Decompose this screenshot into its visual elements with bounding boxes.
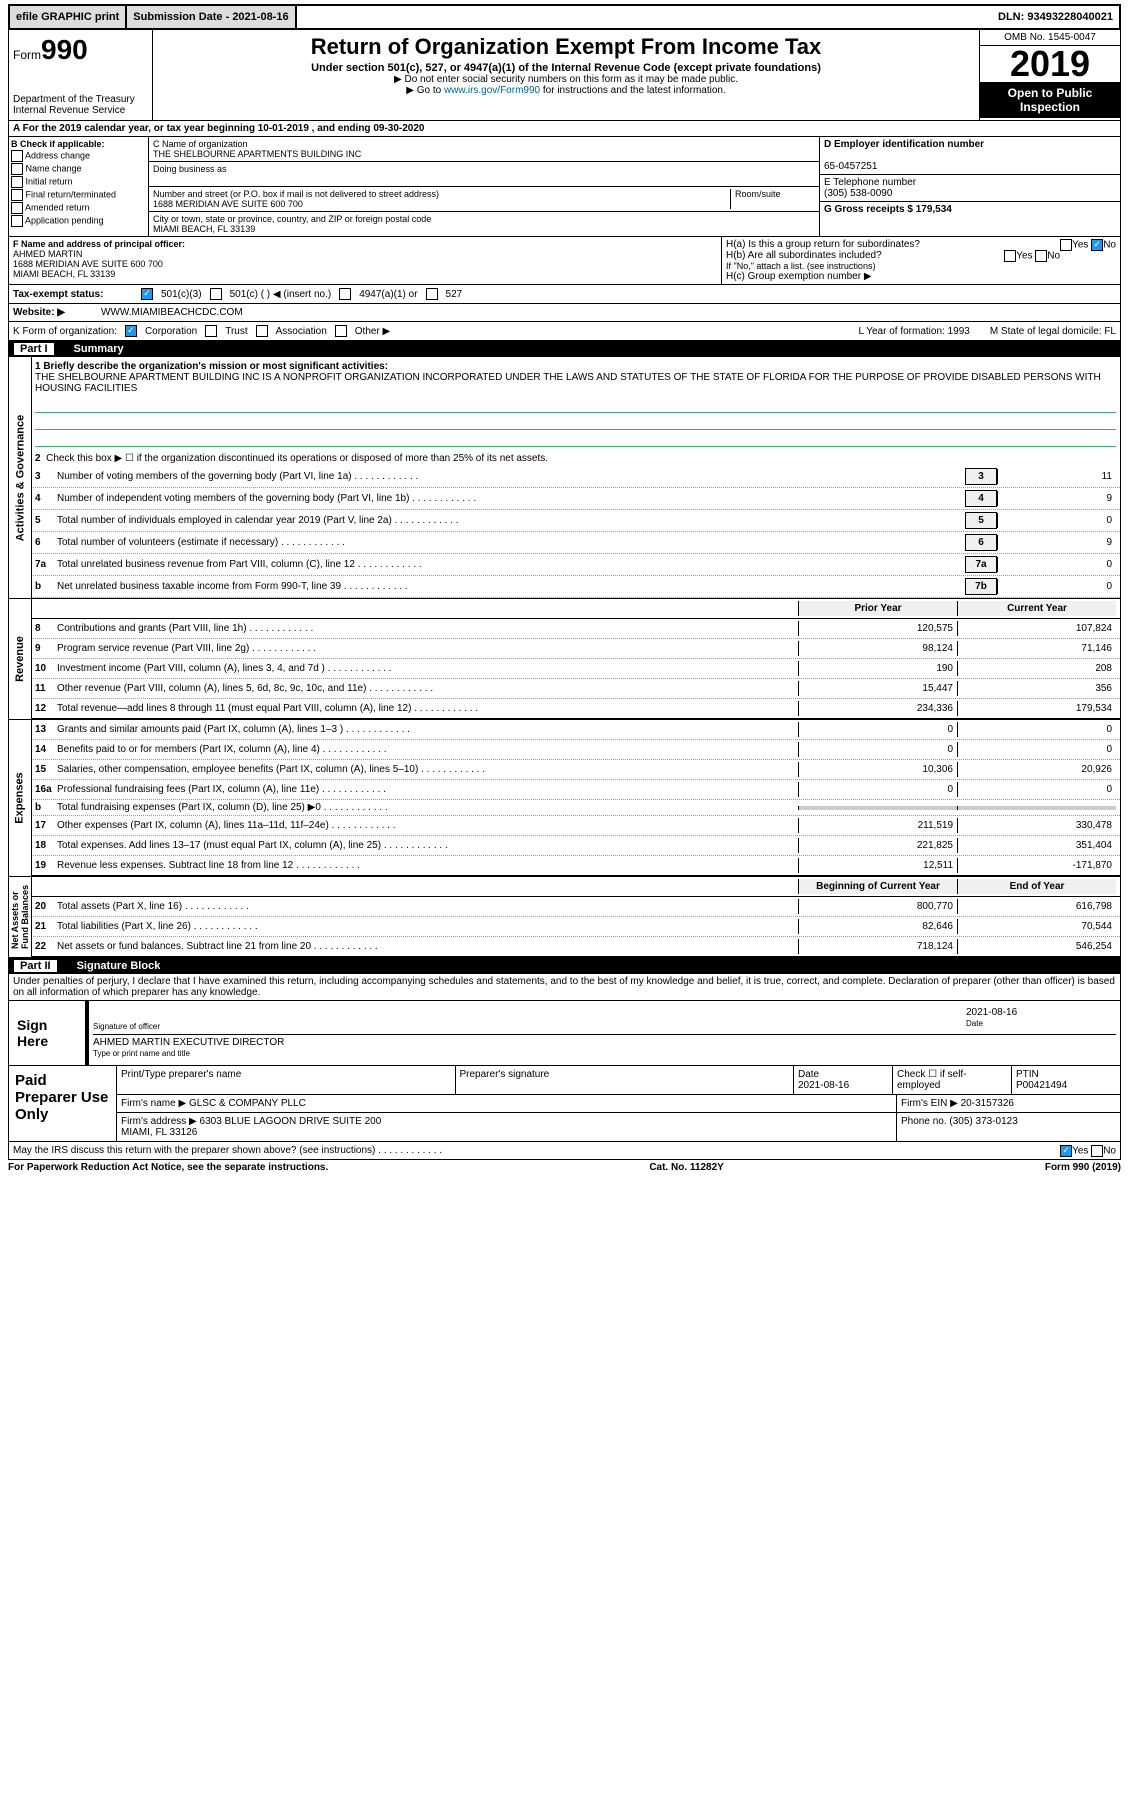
q2-text: Check this box ▶ ☐ if the organization d… [46, 453, 548, 464]
beg-year-header: Beginning of Current Year [798, 879, 957, 894]
part-i-header: Part ISummary [8, 341, 1121, 357]
chk-discuss-yes[interactable]: ✓ [1060, 1145, 1072, 1157]
form-title: Return of Organization Exempt From Incom… [161, 34, 971, 60]
sign-here-label: Sign Here [9, 1001, 85, 1065]
chk-501c3[interactable]: ✓ [141, 288, 153, 300]
chk-other[interactable] [335, 325, 347, 337]
tax-year: 2019 [980, 46, 1120, 82]
phone-value: (305) 538-0090 [824, 188, 892, 199]
prep-sig-header: Preparer's signature [456, 1066, 795, 1094]
submission-date-button[interactable]: Submission Date - 2021-08-16 [127, 6, 296, 28]
prior-year-header: Prior Year [798, 601, 957, 616]
vlabel-net-assets: Net Assets orFund Balances [10, 885, 30, 949]
net-assets-section: Net Assets orFund Balances Beginning of … [8, 877, 1121, 958]
chk-name-change[interactable]: Name change [11, 163, 146, 175]
row-j-website: Website: ▶WWW.MIAMIBEACHCDC.COM [8, 304, 1121, 322]
part-ii-header: Part IISignature Block [8, 958, 1121, 974]
org-name-label: C Name of organization [153, 139, 248, 149]
firm-name-value: GLSC & COMPANY PLLC [189, 1098, 306, 1109]
firm-phone-value: (305) 373-0123 [949, 1116, 1017, 1127]
state-domicile: M State of legal domicile: FL [990, 326, 1116, 337]
vlabel-activities: Activities & Governance [14, 414, 26, 541]
open-public-badge: Open to Public Inspection [980, 82, 1120, 118]
addr-value: 1688 MERIDIAN AVE SUITE 600 700 [153, 199, 303, 209]
officer-addr: 1688 MERIDIAN AVE SUITE 600 700 MIAMI BE… [13, 259, 163, 279]
chk-trust[interactable] [205, 325, 217, 337]
officer-name: AHMED MARTIN [13, 249, 82, 259]
form-number: Form990 [13, 34, 148, 66]
current-year-header: Current Year [957, 601, 1116, 616]
chk-discuss-no[interactable] [1091, 1145, 1103, 1157]
row-i-tax-status: Tax-exempt status: ✓501(c)(3) 501(c) ( )… [8, 285, 1121, 304]
paid-preparer-label: Paid Preparer Use Only [9, 1066, 117, 1141]
form-subtitle: Under section 501(c), 527, or 4947(a)(1)… [161, 62, 971, 74]
h-a: H(a) Is this a group return for subordin… [726, 239, 1116, 250]
efile-print-button[interactable]: efile GRAPHIC print [10, 6, 127, 28]
row-a-period: A For the 2019 calendar year, or tax yea… [8, 121, 1121, 137]
chk-corporation[interactable]: ✓ [125, 325, 137, 337]
city-label: City or town, state or province, country… [153, 214, 431, 224]
chk-association[interactable] [256, 325, 268, 337]
ein-label: D Employer identification number [824, 139, 984, 150]
ein-value: 65-0457251 [824, 161, 877, 172]
ssn-warning: ▶ Do not enter social security numbers o… [161, 74, 971, 85]
addr-label: Number and street (or P.O. box if mail i… [153, 189, 439, 199]
firm-addr-label: Firm's address ▶ [121, 1116, 197, 1127]
sig-date-label: Date [966, 1019, 983, 1028]
room-suite-label: Room/suite [730, 189, 815, 209]
ptin-value: P00421494 [1016, 1080, 1067, 1091]
vlabel-revenue: Revenue [14, 636, 26, 682]
prep-name-header: Print/Type preparer's name [117, 1066, 456, 1094]
h-b: H(b) Are all subordinates included? Yes … [726, 250, 1116, 261]
chk-address-change[interactable]: Address change [11, 150, 146, 162]
sig-name-label: Type or print name and title [93, 1049, 190, 1058]
dln: DLN: 93493228040021 [992, 6, 1119, 28]
sig-date-value: 2021-08-16 [966, 1007, 1017, 1018]
expenses-section: Expenses 13Grants and similar amounts pa… [8, 720, 1121, 877]
activities-governance: Activities & Governance 1 Briefly descri… [8, 357, 1121, 599]
org-name: THE SHELBOURNE APARTMENTS BUILDING INC [153, 149, 361, 159]
chk-amended-return[interactable]: Amended return [11, 202, 146, 214]
chk-initial-return[interactable]: Initial return [11, 176, 146, 188]
phone-label: E Telephone number [824, 177, 916, 188]
irs-link[interactable]: www.irs.gov/Form990 [444, 85, 540, 96]
year-formation: L Year of formation: 1993 [858, 326, 969, 337]
perjury-declaration: Under penalties of perjury, I declare th… [8, 974, 1121, 1001]
vlabel-expenses: Expenses [14, 772, 26, 823]
irs-discuss-row: May the IRS discuss this return with the… [8, 1142, 1121, 1160]
dba-label: Doing business as [153, 164, 227, 174]
page-footer: For Paperwork Reduction Act Notice, see … [8, 1160, 1121, 1175]
end-year-header: End of Year [957, 879, 1116, 894]
row-k-form-org: K Form of organization: ✓Corporation Tru… [8, 322, 1121, 341]
dept-treasury: Department of the Treasury Internal Reve… [13, 94, 148, 116]
prep-date-header: Date [798, 1069, 819, 1080]
goto-link-line: ▶ Go to www.irs.gov/Form990 for instruct… [161, 85, 971, 96]
h-c: H(c) Group exemption number ▶ [726, 271, 1116, 282]
website-value: WWW.MIAMIBEACHCDC.COM [101, 307, 243, 318]
sig-officer-label: Signature of officer [93, 1022, 160, 1031]
ptin-header: PTIN [1016, 1069, 1039, 1080]
chk-final-return[interactable]: Final return/terminated [11, 189, 146, 201]
chk-app-pending[interactable]: Application pending [11, 215, 146, 227]
firm-name-label: Firm's name ▶ [121, 1098, 186, 1109]
firm-phone-label: Phone no. [901, 1116, 947, 1127]
chk-527[interactable] [426, 288, 438, 300]
gross-receipts: G Gross receipts $ 179,534 [824, 204, 952, 215]
city-value: MIAMI BEACH, FL 33139 [153, 224, 255, 234]
section-b-checkboxes: B Check if applicable: Address change Na… [9, 137, 149, 236]
firm-ein-label: Firm's EIN ▶ [901, 1098, 958, 1109]
top-bar: efile GRAPHIC print Submission Date - 20… [8, 4, 1121, 30]
firm-ein-value: 20-3157326 [961, 1098, 1014, 1109]
h-b-note: If "No," attach a list. (see instruction… [726, 261, 1116, 271]
mission-text: THE SHELBOURNE APARTMENT BUILDING INC IS… [35, 372, 1101, 394]
revenue-section: Revenue Prior YearCurrent Year 8Contribu… [8, 599, 1121, 720]
chk-501c[interactable] [210, 288, 222, 300]
chk-4947[interactable] [339, 288, 351, 300]
form-header: Form990 Department of the Treasury Inter… [8, 30, 1121, 121]
prep-self-employed[interactable]: Check ☐ if self-employed [893, 1066, 1012, 1094]
sig-name-value: AHMED MARTIN EXECUTIVE DIRECTOR [93, 1037, 284, 1048]
prep-date-value: 2021-08-16 [798, 1080, 849, 1091]
officer-label: F Name and address of principal officer: [13, 239, 185, 249]
q1-label: 1 Briefly describe the organization's mi… [35, 361, 388, 372]
